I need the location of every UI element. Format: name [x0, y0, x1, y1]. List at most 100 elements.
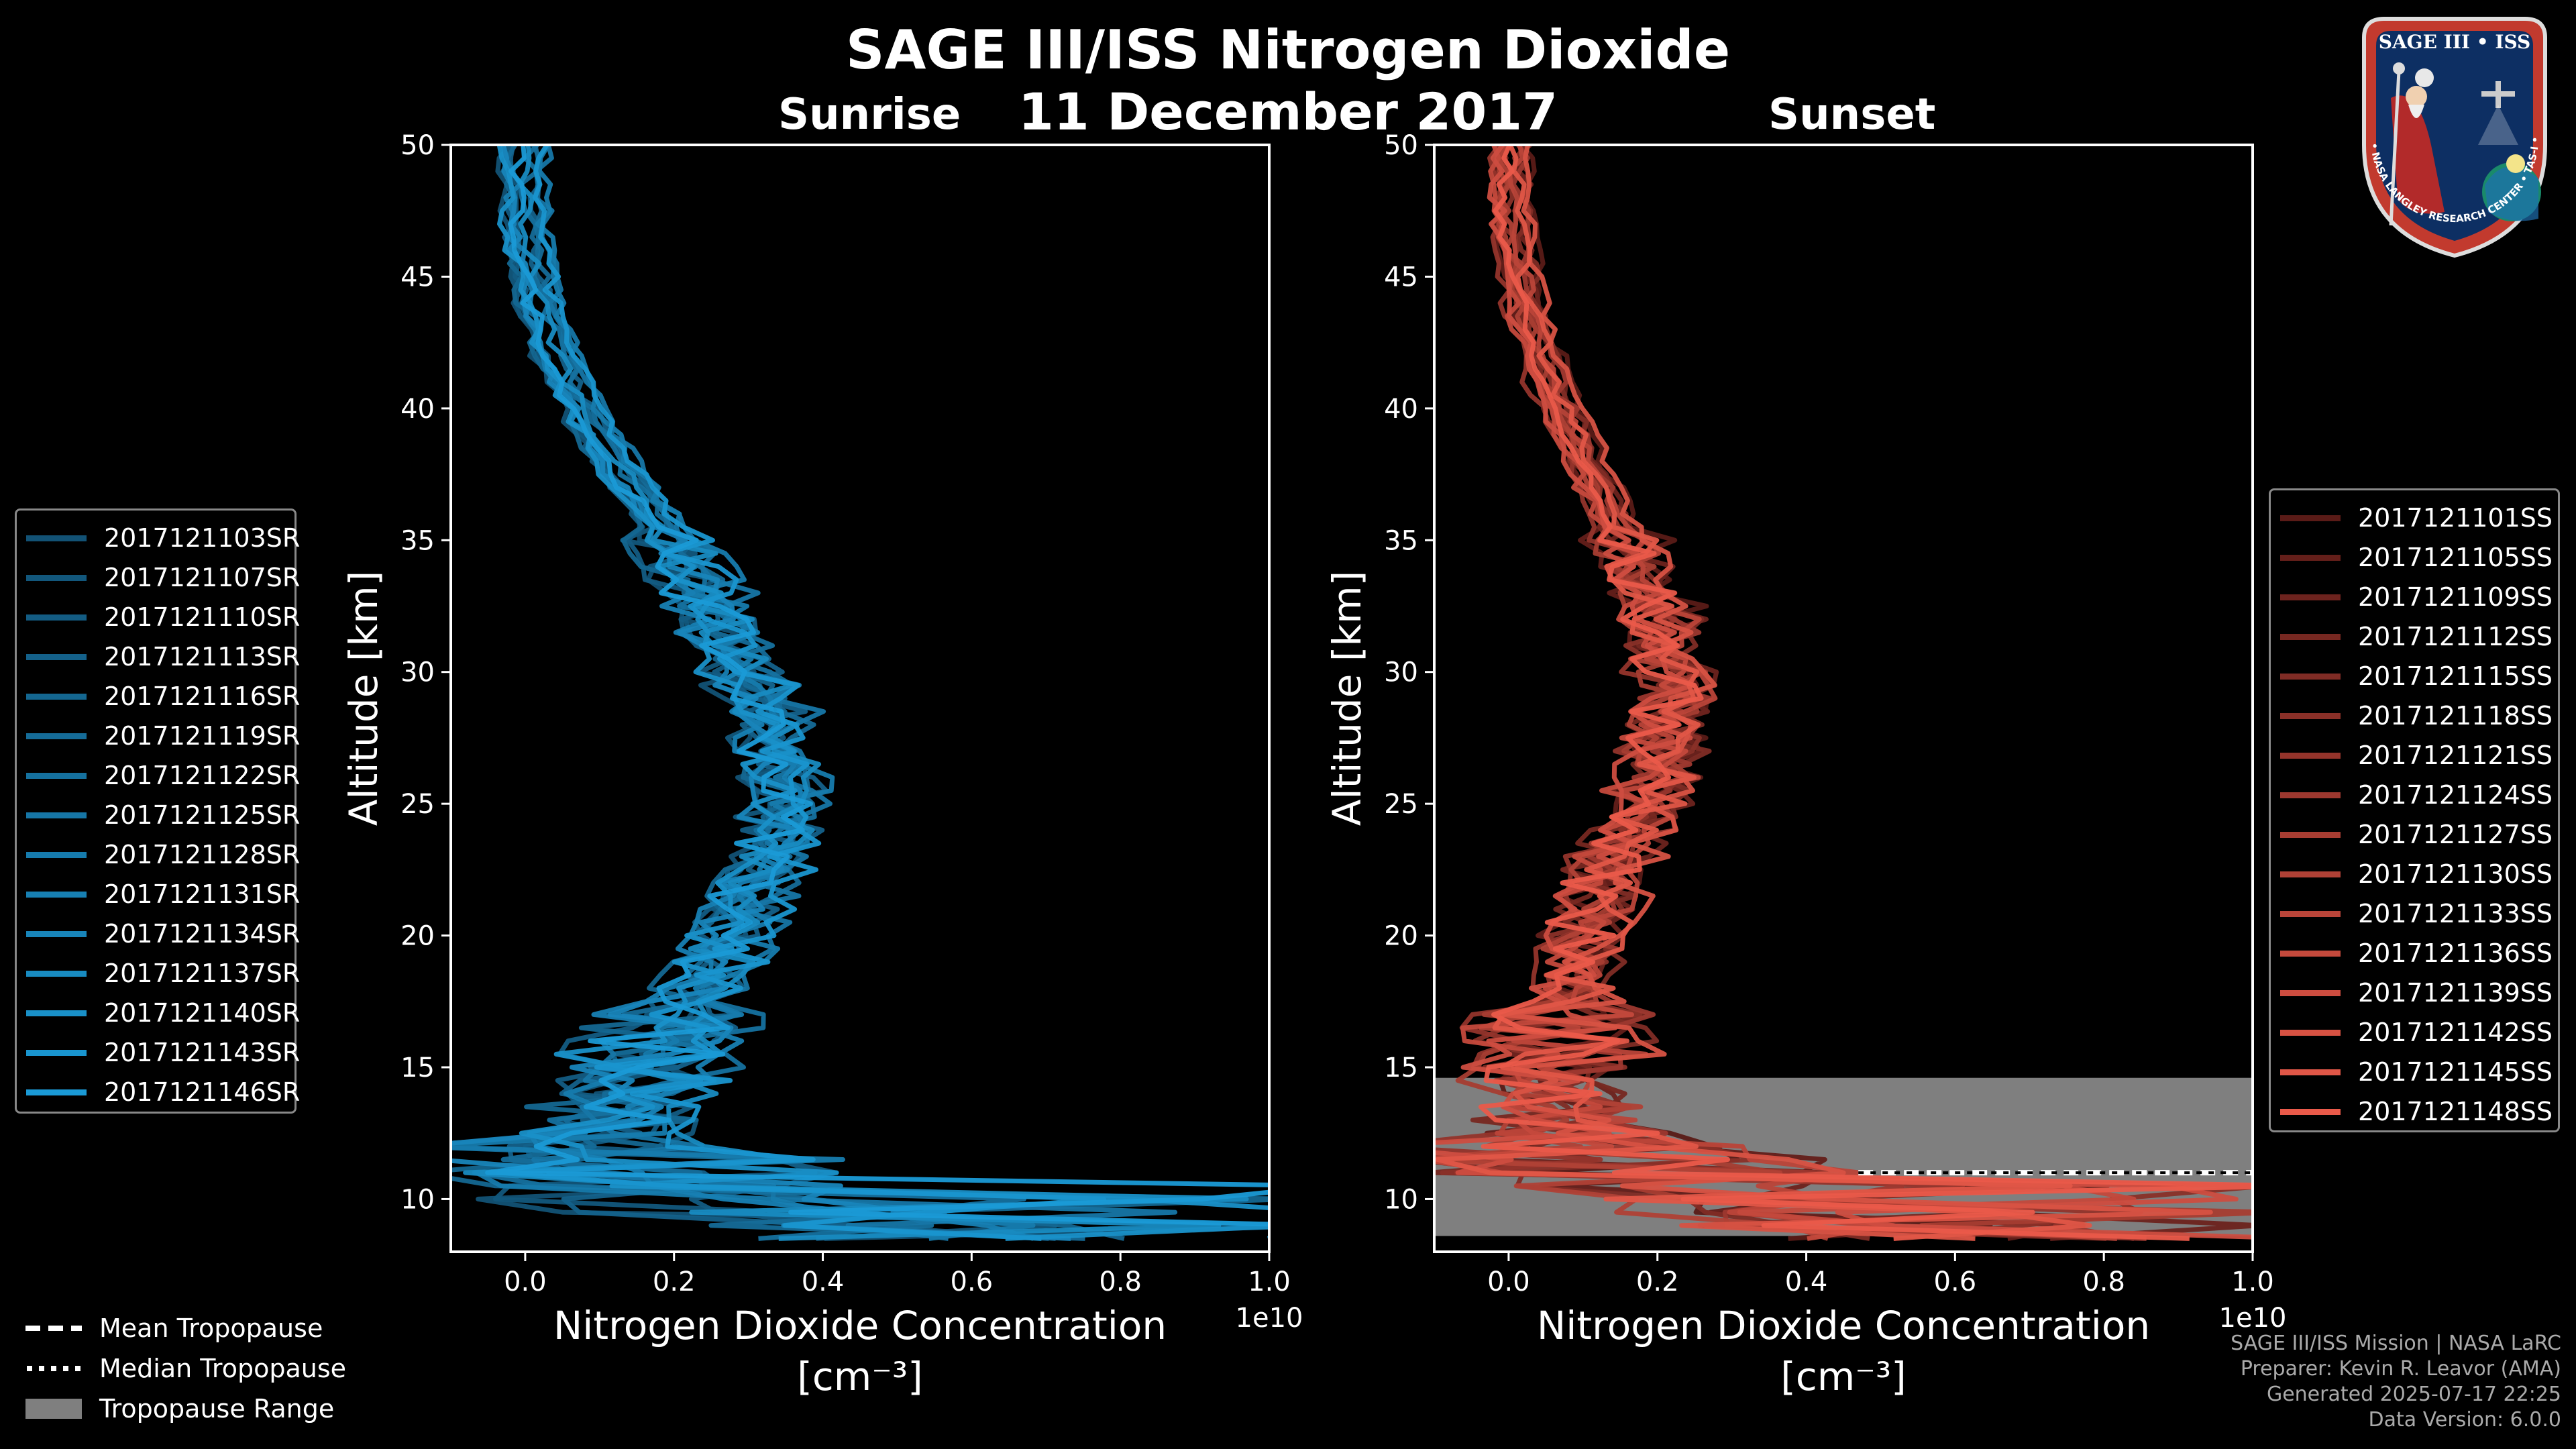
legend-label: 2017121116SR	[104, 682, 301, 711]
legend-swatch	[2280, 871, 2341, 877]
footer-generated: Generated 2025-07-17 22:25	[2266, 1383, 2561, 1406]
footer-preparer: Preparer: Kevin R. Leavor (AMA)	[2240, 1357, 2561, 1381]
tropopause-legend: Mean Tropopause Median Tropopause Tropop…	[25, 1308, 346, 1429]
legend-swatch	[2280, 554, 2341, 561]
y-tick-label: 20	[1384, 921, 1418, 952]
legend-item: 2017121134SR	[26, 914, 300, 953]
legend-label: 2017121101SS	[2358, 503, 2553, 533]
sunrise-plot: 0.0 0.2 0.4 0.6 0.8 1.0 10 15 20 25 30 35 40 45 50 1e10…	[341, 130, 1303, 1399]
legend-item: 2017121119SR	[26, 716, 300, 755]
x-axis-label: Nitrogen Dioxide Concentration	[1537, 1303, 2150, 1348]
y-tick-label: 15	[400, 1053, 435, 1083]
legend-item: 2017121146SR	[26, 1073, 300, 1112]
x-scale-label: 1e10	[2219, 1303, 2287, 1334]
legend-label: 2017121113SR	[104, 642, 301, 672]
logo-title: SAGE III • ISS	[2379, 31, 2531, 53]
x-tick-label: 0.4	[802, 1267, 845, 1297]
legend-item: 2017121145SS	[2280, 1053, 2553, 1091]
legend-swatch	[26, 574, 87, 581]
y-axis-label: Altitude [km]	[341, 571, 386, 826]
legend-label: 2017121105SS	[2358, 543, 2553, 572]
legend-swatch	[26, 535, 87, 541]
profile-line-2017121115SS	[1434, 145, 1870, 1241]
y-tick-label: 50	[400, 130, 435, 161]
x-tick-label: 0.0	[1487, 1267, 1530, 1297]
legend-label: 2017121118SS	[2358, 701, 2553, 731]
legend-label: 2017121103SR	[104, 523, 301, 553]
legend-item: 2017121125SR	[26, 796, 300, 835]
tropopause-range-legend-item: Tropopause Range	[25, 1389, 346, 1429]
profile-line-2017121146SR	[485, 145, 1269, 1241]
legend-item: 2017121136SS	[2280, 934, 2553, 973]
y-tick-label: 25	[400, 789, 435, 820]
legend-swatch	[26, 693, 87, 700]
legend-label: 2017121140SR	[104, 998, 301, 1028]
legend-label: 2017121148SS	[2358, 1097, 2553, 1126]
legend-swatch	[26, 1089, 87, 1095]
y-tick-label: 35	[400, 525, 435, 556]
legend-label: 2017121109SS	[2358, 582, 2553, 612]
legend-label: 2017121115SS	[2358, 661, 2553, 691]
legend-swatch	[26, 891, 87, 898]
y-tick-label: 30	[400, 657, 435, 688]
legend-item: 2017121128SR	[26, 835, 300, 874]
legend-item: 2017121107SR	[26, 558, 300, 597]
legend-swatch	[26, 614, 87, 621]
footer-credits: SAGE III/ISS Mission | NASA LaRC Prepare…	[2231, 1331, 2561, 1433]
legend-swatch	[26, 772, 87, 779]
footer-version: Data Version: 6.0.0	[2368, 1408, 2561, 1432]
x-axis-label: Nitrogen Dioxide Concentration	[553, 1303, 1167, 1348]
plot-area	[1434, 145, 2253, 1241]
x-tick-label: 0.6	[951, 1267, 994, 1297]
chart-title: SAGE III/ISS Nitrogen Dioxide	[845, 19, 1731, 81]
x-tick-label: 0.2	[1636, 1267, 1679, 1297]
legend-item: 2017121124SS	[2280, 775, 2553, 814]
x-tick-label: 0.4	[1785, 1267, 1828, 1297]
legend-label: 2017121112SS	[2358, 622, 2553, 651]
profile-line-2017121121SS	[1434, 145, 2135, 1241]
legend-item: 2017121127SS	[2280, 815, 2553, 854]
profile-line-2017121148SS	[1478, 145, 2253, 1241]
sunrise-legend: 2017121103SR 2017121107SR 2017121110SR 2017…	[15, 508, 301, 1114]
legend-swatch	[2280, 752, 2341, 759]
legend-swatch	[2280, 515, 2341, 521]
y-tick-label: 45	[1384, 262, 1418, 292]
legend-item: 2017121116SR	[26, 677, 300, 716]
legend-item: 2017121131SR	[26, 875, 300, 914]
range-swatch-icon	[25, 1399, 82, 1419]
mean-tropopause-legend-item: Mean Tropopause	[25, 1308, 346, 1348]
legend-item: 2017121110SR	[26, 598, 300, 637]
x-tick-label: 0.8	[2082, 1267, 2125, 1297]
tropopause-range-label: Tropopause Range	[99, 1394, 335, 1424]
legend-label: 2017121142SS	[2358, 1018, 2553, 1047]
legend-label: 2017121136SS	[2358, 938, 2553, 968]
legend-swatch	[26, 930, 87, 937]
y-tick-label: 25	[1384, 789, 1418, 820]
legend-item: 2017121143SR	[26, 1033, 300, 1072]
legend-label: 2017121128SR	[104, 840, 301, 869]
legend-item: 2017121122SR	[26, 756, 300, 795]
profile-line-2017121130SS	[1434, 145, 1829, 1241]
legend-item: 2017121148SS	[2280, 1092, 2553, 1131]
legend-item: 2017121115SS	[2280, 657, 2553, 696]
sunset-plot: 0.0 0.2 0.4 0.6 0.8 1.0 10 15 20 25 30 35 40 45 50 1e10…	[1324, 130, 2287, 1399]
legend-item: 2017121137SR	[26, 954, 300, 993]
x-tick-label: 0.2	[653, 1267, 696, 1297]
legend-swatch	[2280, 792, 2341, 798]
legend-label: 2017121143SR	[104, 1038, 301, 1067]
y-tick-label: 10	[400, 1184, 435, 1215]
y-tick-label: 40	[400, 394, 435, 425]
legend-swatch	[2280, 950, 2341, 957]
legend-item: 2017121118SS	[2280, 696, 2553, 735]
legend-item: 2017121109SS	[2280, 578, 2553, 616]
legend-label: 2017121119SR	[104, 721, 301, 751]
legend-label: 2017121127SS	[2358, 820, 2553, 849]
sunset-panel-title: Sunset	[1768, 90, 1936, 140]
x-tick-label: 1.0	[1248, 1267, 1291, 1297]
profile-line-2017121142SS	[1499, 145, 2213, 1241]
median-tropopause-legend-item: Median Tropopause	[25, 1348, 346, 1389]
legend-swatch	[2280, 1108, 2341, 1115]
x-scale-label: 1e10	[1236, 1303, 1303, 1334]
legend-label: 2017121139SS	[2358, 978, 2553, 1008]
dotted-line-icon	[27, 1366, 82, 1371]
